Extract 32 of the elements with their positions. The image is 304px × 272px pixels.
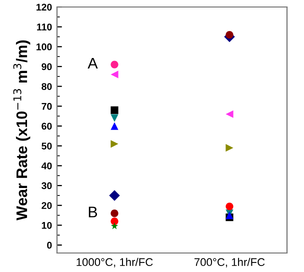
point [110,217,118,226]
point [110,60,118,68]
x-tick-label: 700°C, 1hr/FC [194,258,265,268]
point [110,140,118,148]
annotation: A [88,58,98,68]
point [110,70,118,78]
y-tick-label: 0 [47,242,52,249]
y-tick-label: 120 [36,4,52,11]
annotation: B [88,206,98,218]
y-tick-label: 30 [42,182,52,190]
y-tick-label: 80 [42,83,52,90]
y-tick-label: 60 [42,122,52,130]
point [226,202,234,210]
point [110,106,118,114]
y-tick-label: 20 [42,202,52,210]
y-axis-title: Wear Rate (x10$^{−13}$ m$^{3}$/m) [13,40,30,220]
point [226,110,234,118]
y-tick-label: 40 [41,162,52,170]
point [226,30,234,39]
point [110,122,118,130]
point [110,114,118,122]
y-tick-label: 100 [36,43,52,50]
y-tick-label: 90 [42,63,52,70]
point [110,222,118,230]
point [109,190,120,201]
y-tick-label: 50 [42,142,52,150]
y-tick-label: 70 [42,102,52,110]
point [226,144,234,152]
x-tick-label: 1000°C, 1hr/FC [76,258,153,268]
point [110,210,118,218]
y-tick-label: 10 [42,222,52,229]
y-tick-label: 110 [37,24,52,30]
